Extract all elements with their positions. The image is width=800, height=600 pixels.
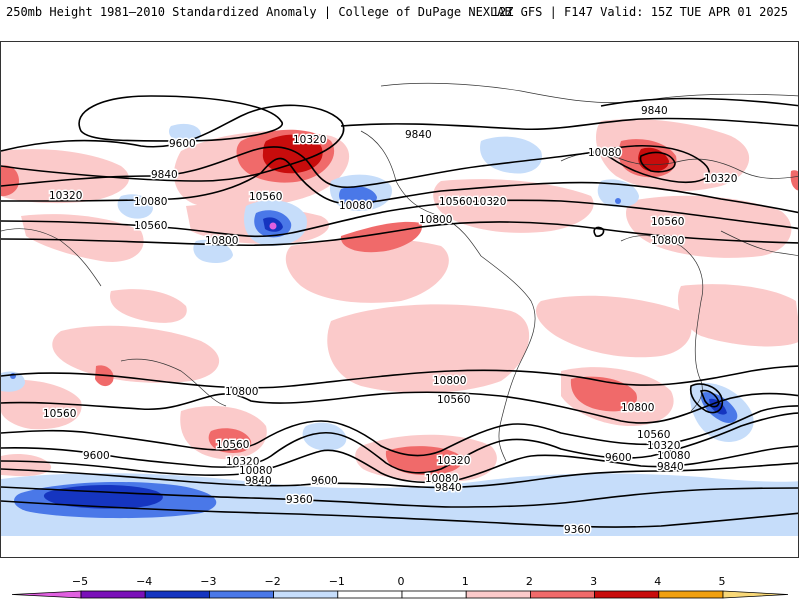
map-panel: 9600 10320 9840 10320 10080 10560 10560 … [0, 41, 800, 559]
colorbar-segments [11, 590, 789, 599]
colorbar-tick-label: 1 [462, 575, 469, 588]
contour-label: 10800 [651, 235, 684, 247]
contour-label: 10560 [651, 216, 684, 228]
colorbar-tick-label: 3 [590, 575, 597, 588]
contour-label: 9840 [657, 461, 684, 473]
contour-label: 9840 [151, 169, 178, 181]
contour-label: 10320 [473, 196, 506, 208]
contour-label: 9600 [605, 452, 632, 464]
contour-label: 10560 [134, 220, 167, 232]
run-info: 12Z GFS | F147 Valid: 15Z TUE APR 01 202… [491, 5, 788, 19]
contour-label: 9600 [311, 475, 338, 487]
contour-label: 10080 [339, 200, 372, 212]
contour-label: 9840 [435, 482, 462, 494]
contour-label: 10560 [249, 191, 282, 203]
contour-label: 10320 [49, 190, 82, 202]
contour-label: 10560 [637, 429, 670, 441]
colorbar-tick-label: 2 [526, 575, 533, 588]
contour-label: 9600 [83, 450, 110, 462]
colorbar-segment [11, 590, 82, 599]
contour-label: 9840 [245, 475, 272, 487]
contour-label: 10320 [437, 455, 470, 467]
colorbar-segment [658, 590, 724, 599]
colorbar-tick-label: −3 [200, 575, 216, 588]
colorbar-tick-label: −4 [136, 575, 152, 588]
map-title: 250mb Height 1981–2010 Standardized Anom… [6, 5, 512, 19]
colorbar-tick-label: −5 [72, 575, 88, 588]
contour-label: 10080 [657, 450, 690, 462]
colorbar-segment [337, 590, 403, 599]
contour-label: 10800 [225, 386, 258, 398]
contour-label: 10320 [704, 173, 737, 185]
colorbar-segment [144, 590, 210, 599]
contour-label: 10560 [216, 439, 249, 451]
colorbar-segment [722, 590, 789, 599]
contour-label: 10800 [419, 214, 452, 226]
colorbar: −5 −4 −3 −2 −1 0 1 2 3 4 5 [11, 575, 789, 599]
anomaly-map: 9600 10320 9840 10320 10080 10560 10560 … [0, 42, 800, 559]
contour-label: 10080 [134, 196, 167, 208]
contour-label: 9360 [564, 524, 591, 536]
colorbar-segment [465, 590, 531, 599]
contour-label: 10800 [205, 235, 238, 247]
contour-labels: 9600 10320 9840 10320 10080 10560 10560 … [42, 104, 739, 538]
contour-label: 10080 [588, 147, 621, 159]
contour-label: 10560 [43, 408, 76, 420]
coastlines [0, 82, 800, 462]
contour-label: 10800 [433, 375, 466, 387]
contour-label: 10320 [226, 456, 259, 468]
contour-label: 9360 [286, 494, 313, 506]
colorbar-tick-label: −2 [264, 575, 280, 588]
contour-label: 10800 [621, 402, 654, 414]
colorbar-segment [530, 590, 596, 599]
colorbar-segment [273, 590, 339, 599]
colorbar-tick-label: −1 [329, 575, 345, 588]
colorbar-segment [208, 590, 274, 599]
height-contours [0, 95, 800, 528]
contour-label: 9840 [405, 129, 432, 141]
colorbar-tick-label: 4 [654, 575, 661, 588]
contour-label: 10320 [293, 134, 326, 146]
contour-label: 10560 [437, 394, 470, 406]
colorbar-segment [594, 590, 660, 599]
contour-label: 10320 [647, 440, 680, 452]
contour-label: 9600 [169, 138, 196, 150]
colorbar-tick-label: 0 [398, 575, 405, 588]
colorbar-segment [80, 590, 146, 599]
contour-label: 10560 [439, 196, 472, 208]
contour-label: 10080 [425, 473, 458, 485]
contour-label: 9840 [641, 105, 668, 117]
colorbar-ticks: −5 −4 −3 −2 −1 0 1 2 3 4 5 [72, 575, 726, 588]
colorbar-segment [401, 590, 467, 599]
contour-label: 10080 [239, 465, 272, 477]
colorbar-tick-label: 5 [719, 575, 726, 588]
